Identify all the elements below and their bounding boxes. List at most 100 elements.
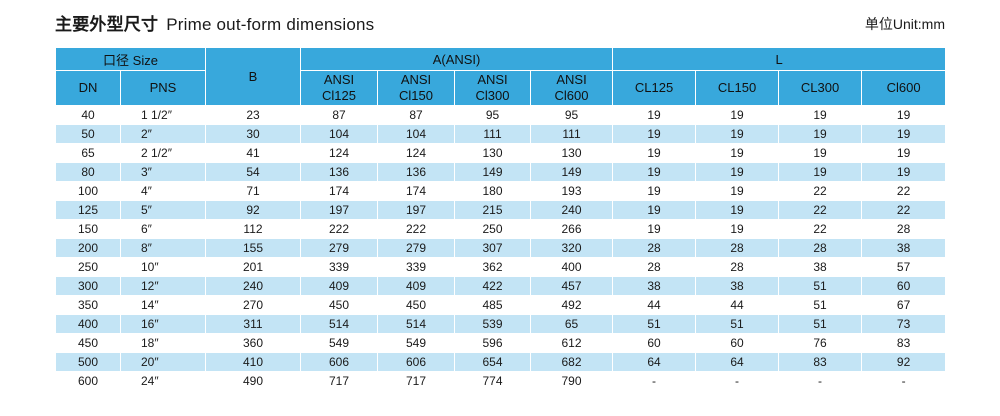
table-header: 口径 Size B A(ANSI) L DN PNS ANSI Cl125 ANS… xyxy=(55,47,947,106)
table-row: 150 6″ 112 222 222 250 266 19 19 22 28 xyxy=(55,219,947,239)
cell: 549 xyxy=(377,333,455,353)
cell: 606 xyxy=(300,352,378,372)
cell: 240 xyxy=(205,276,301,296)
cell: 222 xyxy=(300,219,378,239)
cell: 339 xyxy=(300,257,378,277)
cell: 201 xyxy=(205,257,301,277)
cell: 457 xyxy=(529,276,614,296)
cell: 10″ xyxy=(120,257,206,277)
table-row: 300 12″ 240 409 409 422 457 38 38 51 60 xyxy=(55,276,947,296)
cell: 104 xyxy=(300,124,378,144)
cell: 16″ xyxy=(120,314,206,334)
cell: 600 xyxy=(55,371,121,391)
cell: 19 xyxy=(778,143,863,163)
cell: 22 xyxy=(861,181,947,201)
cell: 200 xyxy=(55,238,121,258)
cell: 514 xyxy=(300,314,378,334)
cell: 83 xyxy=(778,352,863,372)
cell: 64 xyxy=(612,352,697,372)
table-row: 80 3″ 54 136 136 149 149 19 19 19 19 xyxy=(55,162,947,182)
header-row-columns: DN PNS ANSI Cl125 ANSI Cl150 ANSI Cl300 ANS… xyxy=(55,70,947,106)
cell: 790 xyxy=(529,371,614,391)
cell: 41 xyxy=(205,143,301,163)
cell: 40 xyxy=(55,105,121,125)
page-title-english: Prime out-form dimensions xyxy=(166,15,375,34)
cell: 28 xyxy=(695,238,780,258)
cell: 83 xyxy=(861,333,947,353)
cell: 155 xyxy=(205,238,301,258)
cell: 44 xyxy=(695,295,780,315)
cell: 111 xyxy=(454,124,531,144)
cell: 19 xyxy=(612,143,697,163)
header-ansi-cl125-line1: ANSI xyxy=(323,71,355,87)
cell: 6″ xyxy=(120,219,206,239)
cell: 311 xyxy=(205,314,301,334)
cell: 5″ xyxy=(120,200,206,220)
cell: 350 xyxy=(55,295,121,315)
cell: 279 xyxy=(300,238,378,258)
cell: 180 xyxy=(454,181,531,201)
cell: 54 xyxy=(205,162,301,182)
cell: 95 xyxy=(529,105,614,125)
cell: 3″ xyxy=(120,162,206,182)
header-ansi-cl300-line2: Cl300 xyxy=(475,88,510,103)
cell: 174 xyxy=(300,181,378,201)
cell: 19 xyxy=(612,105,697,125)
header-pns: PNS xyxy=(120,70,206,106)
cell: 19 xyxy=(695,162,780,182)
cell: 65 xyxy=(529,314,614,334)
cell: 500 xyxy=(55,352,121,372)
table-row: 600 24″ 490 717 717 774 790- - - - xyxy=(55,371,947,391)
cell: 51 xyxy=(612,314,697,334)
header-dn: DN xyxy=(55,70,121,106)
cell: 38 xyxy=(612,276,697,296)
cell: 717 xyxy=(377,371,455,391)
cell: 19 xyxy=(695,143,780,163)
header-row-groups: 口径 Size B A(ANSI) L xyxy=(55,47,947,106)
cell: 92 xyxy=(861,352,947,372)
header-l-cl125: CL125 xyxy=(612,70,697,106)
cell: 1 1/2″ xyxy=(120,105,206,125)
cell: 104 xyxy=(377,124,455,144)
cell: 51 xyxy=(778,295,863,315)
header-l-cl600: Cl600 xyxy=(861,70,947,106)
header-ansi-cl300: ANSI Cl300 xyxy=(454,70,531,106)
cell: 270 xyxy=(205,295,301,315)
header-ansi-cl125: ANSI Cl125 xyxy=(300,70,378,106)
cell: 596 xyxy=(454,333,531,353)
cell: 50 xyxy=(55,124,121,144)
cell: 28 xyxy=(778,238,863,258)
cell: 485 xyxy=(454,295,531,315)
cell: 80 xyxy=(55,162,121,182)
table-row: 400 16″ 311 514 514 539 65 51 51 51 73 xyxy=(55,314,947,334)
cell: 360 xyxy=(205,333,301,353)
cell: 514 xyxy=(377,314,455,334)
cell: 197 xyxy=(377,200,455,220)
cell: 362 xyxy=(454,257,531,277)
cell: 549 xyxy=(300,333,378,353)
cell: 71 xyxy=(205,181,301,201)
cell: 2″ xyxy=(120,124,206,144)
cell: 774 xyxy=(454,371,531,391)
cell: 250 xyxy=(55,257,121,277)
cell: 136 xyxy=(377,162,455,182)
cell: 19 xyxy=(612,162,697,182)
cell: 450 xyxy=(55,333,121,353)
cell: 95 xyxy=(454,105,531,125)
cell: 136 xyxy=(300,162,378,182)
cell: 20″ xyxy=(120,352,206,372)
cell: 150 xyxy=(55,219,121,239)
cell: 266 xyxy=(529,219,614,239)
cell: 130 xyxy=(454,143,531,163)
table-body: 40 1 1/2″ 23 87 87 95 95 19 19 19 19 50 2″ 30 104 104 11… xyxy=(55,105,947,391)
cell: 19 xyxy=(778,124,863,144)
cell: 250 xyxy=(454,219,531,239)
cell: 125 xyxy=(55,200,121,220)
cell: 19 xyxy=(612,181,697,201)
cell: 400 xyxy=(529,257,614,277)
cell: - xyxy=(695,371,780,391)
cell: 654 xyxy=(454,352,531,372)
table-row: 125 5″ 92 197 197 215 240 19 19 22 22 xyxy=(55,200,947,220)
unit-label: 单位Unit:mm xyxy=(864,16,945,32)
cell: 4″ xyxy=(120,181,206,201)
